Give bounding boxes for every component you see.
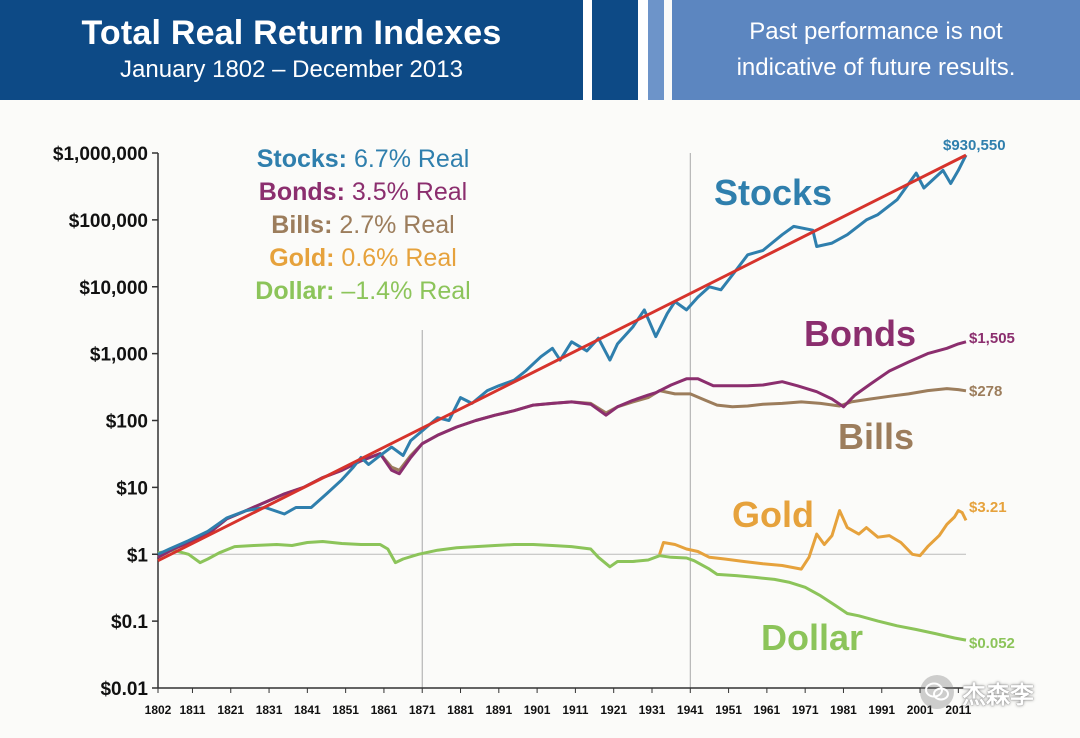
banner-divider bbox=[638, 0, 648, 100]
watermark-text: 杰森李 bbox=[962, 681, 1034, 709]
legend-name: Bills: bbox=[271, 211, 332, 239]
banner-block bbox=[592, 0, 638, 100]
watermark: 杰森李 bbox=[920, 672, 1060, 712]
x-tick-label: 1802 bbox=[145, 703, 172, 717]
legend-name: Bonds: bbox=[259, 178, 345, 206]
end-value-bills: $278 bbox=[969, 383, 1002, 400]
end-value-bonds: $1,505 bbox=[969, 330, 1015, 347]
series-labels: Stocks Bonds Bills Gold Dollar $930,550 $1,505… bbox=[714, 137, 1015, 658]
page-title: Total Real Return Indexes bbox=[81, 14, 502, 52]
y-tick-label: $1,000,000 bbox=[53, 144, 148, 165]
legend-value: 0.6% Real bbox=[334, 244, 456, 272]
x-tick-label: 2011 bbox=[945, 703, 971, 717]
x-tick-label: 1831 bbox=[256, 703, 283, 717]
series-line-dollar bbox=[157, 540, 967, 642]
legend-name: Dollar: bbox=[255, 277, 334, 305]
disclaimer-line: Past performance is not bbox=[749, 18, 1003, 45]
legend-name: Stocks: bbox=[257, 145, 347, 173]
series-line-bills bbox=[157, 387, 967, 559]
banner-block bbox=[648, 0, 664, 100]
end-value-stocks: $930,550 bbox=[943, 137, 1006, 154]
legend-value: –1.4% Real bbox=[334, 277, 470, 305]
x-tick-label: 2001 bbox=[907, 703, 934, 717]
x-tick-label: 1981 bbox=[830, 703, 857, 717]
x-tick-label: 1941 bbox=[677, 703, 704, 717]
x-axis: 1802 1811 1821 1831 1841 1851 1861 1871 1881 1891… bbox=[145, 687, 972, 717]
x-tick-label: 1861 bbox=[371, 703, 398, 717]
x-tick-label: 1971 bbox=[792, 703, 819, 717]
y-tick-label: $1 bbox=[127, 545, 149, 566]
title-banner: Total Real Return Indexes January 1802 –… bbox=[0, 0, 583, 100]
legend-value: 3.5% Real bbox=[345, 178, 467, 206]
x-tick-label: 1961 bbox=[754, 703, 781, 717]
y-tick-label: $100 bbox=[106, 412, 148, 433]
y-axis: $1,000,000 $100,000 $10,000 $1,000 $100 $10 $1… bbox=[53, 144, 159, 700]
y-tick-label: $0.01 bbox=[100, 679, 148, 700]
banner-divider bbox=[583, 0, 592, 100]
legend-value: 2.7% Real bbox=[332, 211, 454, 239]
x-tick-label: 1811 bbox=[179, 703, 205, 717]
wechat-icon bbox=[920, 675, 954, 709]
y-tick-label: $100,000 bbox=[69, 211, 148, 232]
series-line-stocks bbox=[157, 154, 968, 556]
x-tick-label: 1991 bbox=[868, 703, 895, 717]
y-tick-label: $1,000 bbox=[90, 345, 148, 366]
disclaimer-text: Past performance is not indicative of fu… bbox=[672, 14, 1080, 86]
x-tick-label: 1901 bbox=[524, 703, 551, 717]
x-tick-label: 1851 bbox=[332, 703, 359, 717]
x-tick-label: 1921 bbox=[600, 703, 627, 717]
series-label-bills: Bills bbox=[838, 416, 914, 457]
legend-entry-stocks: Stocks: 6.7% Real bbox=[257, 145, 470, 173]
legend-value: 6.7% Real bbox=[347, 145, 469, 173]
y-tick-label: $10,000 bbox=[79, 278, 148, 299]
x-tick-label: 1931 bbox=[639, 703, 666, 717]
disclaimer-banner: Past performance is not indicative of fu… bbox=[672, 0, 1080, 100]
series-label-dollar: Dollar bbox=[761, 617, 863, 658]
legend-entry-bills: Bills: 2.7% Real bbox=[271, 211, 454, 239]
legend-entry-bonds: Bonds: 3.5% Real bbox=[259, 178, 467, 206]
x-tick-label: 1951 bbox=[715, 703, 742, 717]
x-tick-label: 1891 bbox=[485, 703, 512, 717]
chart-grid bbox=[158, 153, 966, 688]
x-tick-label: 1841 bbox=[294, 703, 321, 717]
x-tick-label: 1881 bbox=[447, 703, 474, 717]
series-label-gold: Gold bbox=[732, 494, 814, 535]
y-tick-label: $10 bbox=[116, 478, 148, 499]
disclaimer-line: indicative of future results. bbox=[736, 54, 1016, 81]
series-lines bbox=[157, 153, 968, 642]
legend-entry-gold: Gold: 0.6% Real bbox=[269, 244, 457, 272]
series-label-bonds: Bonds bbox=[804, 313, 916, 354]
legend-name: Gold: bbox=[269, 244, 334, 272]
x-tick-label: 1821 bbox=[217, 703, 244, 717]
y-tick-label: $0.1 bbox=[111, 612, 148, 633]
x-tick-label: 1911 bbox=[562, 703, 588, 717]
series-line-gold bbox=[658, 509, 968, 571]
x-tick-label: 1871 bbox=[409, 703, 436, 717]
trend-line bbox=[157, 153, 967, 563]
legend-entry-dollar: Dollar: –1.4% Real bbox=[255, 277, 470, 305]
series-label-stocks: Stocks bbox=[714, 172, 832, 213]
return-index-chart: $1,000,000 $100,000 $10,000 $1,000 $100 $10 $1… bbox=[53, 137, 1015, 717]
end-value-gold: $3.21 bbox=[969, 499, 1007, 516]
end-value-dollar: $0.052 bbox=[969, 635, 1015, 652]
page-subtitle: January 1802 – December 2013 bbox=[120, 56, 463, 83]
